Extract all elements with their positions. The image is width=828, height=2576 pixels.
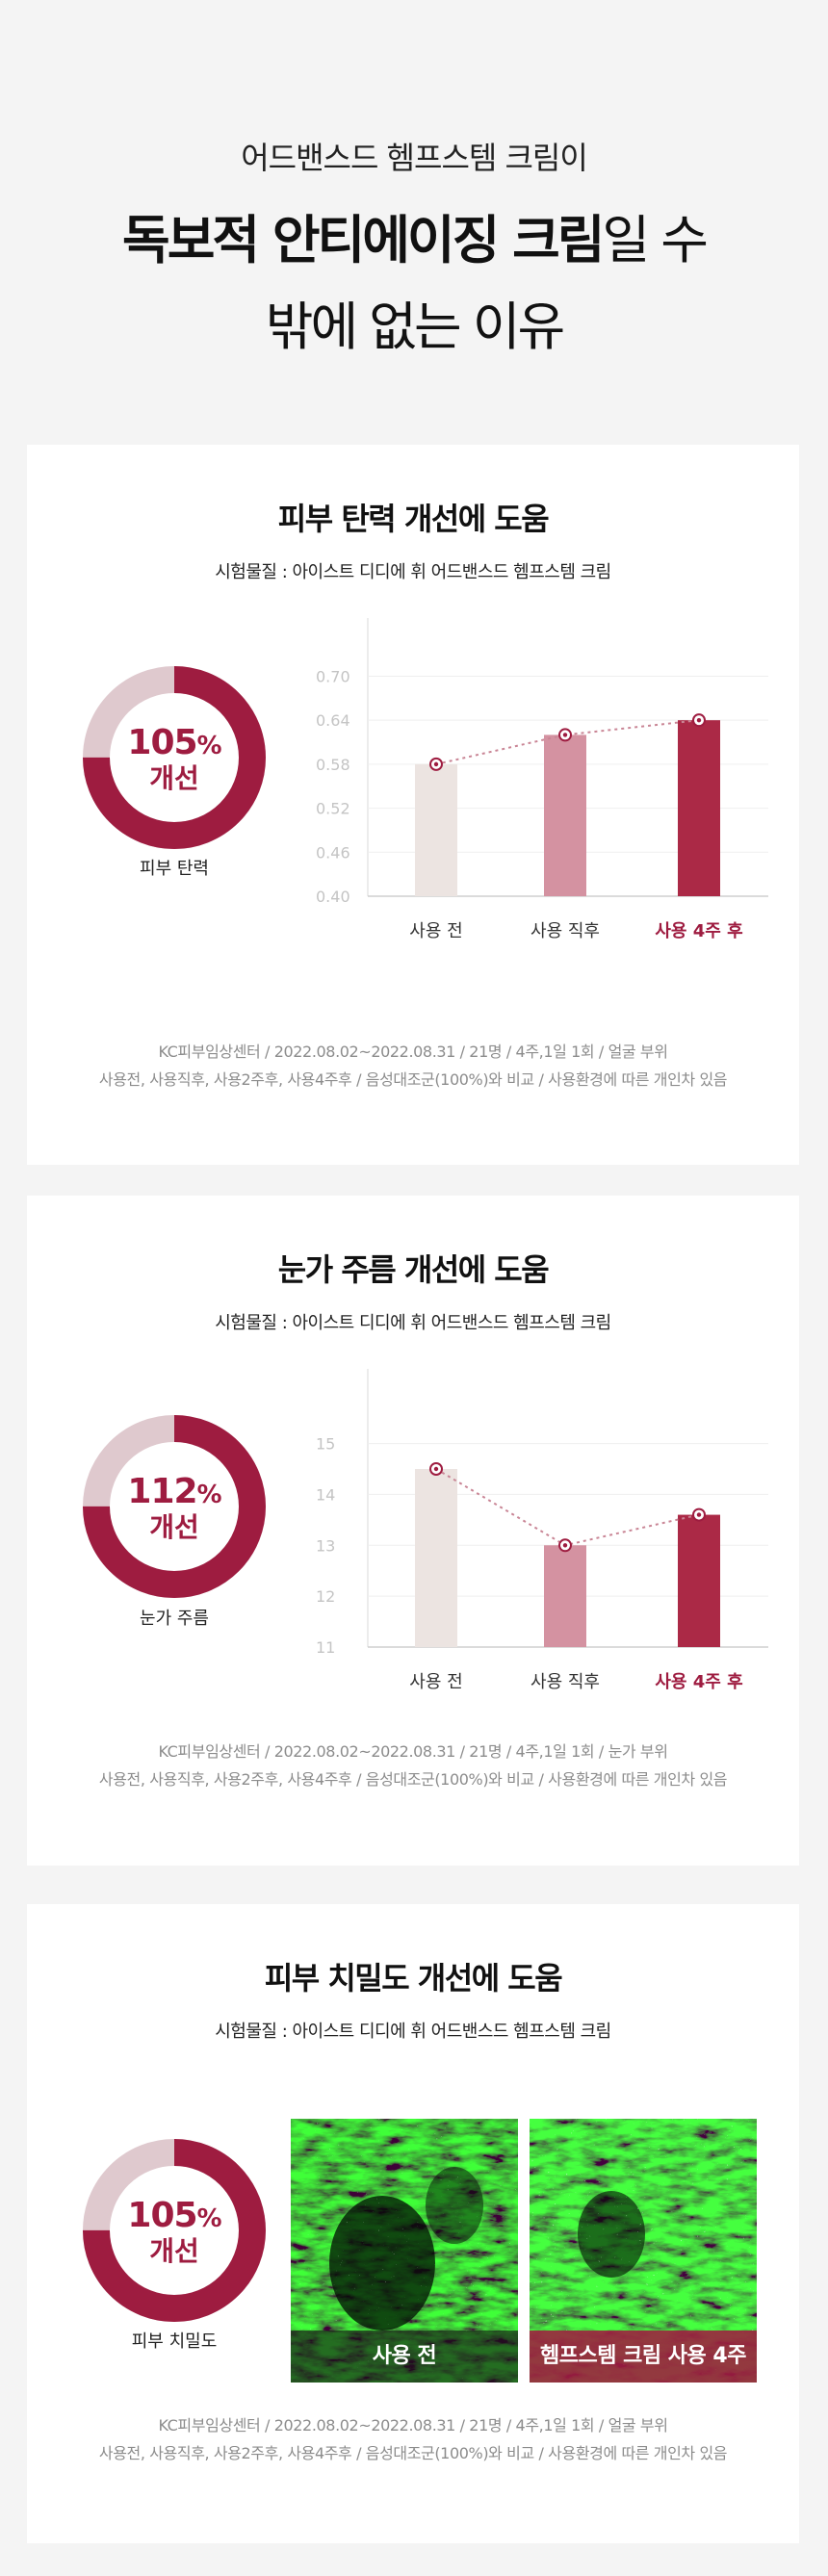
test-subject: 시험물질 : 아이스트 디디에 휘 어드밴스드 헴프스템 크림 — [215, 1313, 611, 1333]
wrinkle-card: 눈가 주름 개선에 도움 시험물질 : 아이스트 디디에 휘 어드밴스드 헴프스… — [27, 1196, 799, 1866]
donut-word: 개선 — [149, 2235, 199, 2267]
donut-fill — [83, 666, 266, 849]
source-line-1: KC피부임상센터 / 2022.08.02~2022.08.31 / 21명 /… — [158, 2416, 668, 2434]
headline-bold: 독보적 안티에이징 크림 — [122, 210, 605, 270]
donut-label: 피부 치밀도 — [131, 2331, 218, 2352]
intro-section: 어드밴스드 헴프스템 크림이 독보적 안티에이징 크림일 수 밖에 없는 이유 — [0, 0, 828, 443]
improvement-donut: 105%개선 — [83, 666, 266, 849]
elasticity-card: 피부 탄력 개선에 도움 시험물질 : 아이스트 디디에 휘 어드밴스드 헴프스… — [27, 445, 799, 1165]
source-line-1: KC피부임상센터 / 2022.08.02~2022.08.31 / 21명 /… — [158, 1043, 668, 1061]
donut-label: 눈가 주름 — [140, 1609, 209, 1629]
bar — [415, 763, 457, 896]
source-line-2: 사용전, 사용직후, 사용2주후, 사용4주후 / 음성대조군(100%)와 비… — [98, 1070, 728, 1089]
source-line-2: 사용전, 사용직후, 사용2주후, 사용4주후 / 음성대조군(100%)와 비… — [98, 2444, 728, 2462]
bar — [678, 1514, 720, 1647]
x-tick-label: 사용 직후 — [530, 921, 600, 941]
y-tick-label: 13 — [316, 1536, 335, 1555]
donut-value: 112% — [127, 1472, 221, 1511]
x-tick-label: 사용 전 — [409, 1672, 462, 1692]
donut-value-unit: % — [197, 732, 222, 760]
y-tick-label: 11 — [316, 1638, 335, 1657]
trend-point-dot — [433, 761, 439, 767]
donut-value-unit: % — [197, 2204, 222, 2233]
intro-lead: 어드밴스드 헴프스템 크림이 — [241, 140, 588, 176]
y-tick-label: 12 — [316, 1587, 335, 1606]
donut-word: 개선 — [149, 762, 199, 794]
donut-fill — [83, 2139, 266, 2322]
y-tick-label: 0.52 — [316, 800, 350, 818]
y-tick-label: 0.40 — [316, 888, 350, 906]
donut-word: 개선 — [149, 1511, 199, 1543]
intro-headline: 독보적 안티에이징 크림일 수 밖에 없는 이유 — [0, 197, 828, 371]
donut-value-number: 105 — [127, 723, 196, 762]
donut-value: 105% — [127, 2196, 221, 2235]
after-skin-image: 헴프스템 크림 사용 4주 — [530, 2119, 757, 2383]
source-note: KC피부임상센터 / 2022.08.02~2022.08.31 / 21명 /… — [27, 1738, 799, 1793]
elasticity-bar-chart: 0.70 0.64 0.58 0.52 0.46 0.40 사용 전 사용 직후 사용 4주 후 — [316, 618, 768, 941]
trend-line — [435, 1468, 700, 1547]
improvement-donut: 112%개선 — [83, 1415, 266, 1598]
density-card: 피부 치밀도 개선에 도움 시험물질 : 아이스트 디디에 휘 어드밴스드 헴프… — [27, 1904, 799, 2543]
x-tick-label: 사용 전 — [409, 921, 462, 941]
y-tick-label: 0.46 — [316, 843, 350, 862]
source-line-2: 사용전, 사용직후, 사용2주후, 사용4주후 / 음성대조군(100%)와 비… — [98, 1770, 728, 1789]
source-note: KC피부임상센터 / 2022.08.02~2022.08.31 / 21명 /… — [27, 2411, 799, 2467]
before-skin-image: 사용 전 — [291, 2119, 518, 2383]
y-tick-label: 0.64 — [316, 711, 350, 730]
source-line-1: KC피부임상센터 / 2022.08.02~2022.08.31 / 21명 /… — [158, 1742, 668, 1761]
donut-label: 피부 탄력 — [140, 859, 209, 879]
y-tick-label: 0.70 — [316, 667, 350, 685]
bar — [544, 1545, 586, 1647]
y-tick-label: 0.58 — [316, 756, 350, 774]
x-tick-label: 사용 4주 후 — [655, 921, 742, 941]
donut-value-number: 112 — [127, 1472, 196, 1511]
trend-point-dot — [562, 1543, 568, 1548]
source-note: KC피부임상센터 / 2022.08.02~2022.08.31 / 21명 /… — [27, 1038, 799, 1094]
section-title: 피부 탄력 개선에 도움 — [277, 501, 550, 537]
bar — [544, 734, 586, 896]
wrinkle-bar-chart: 15 14 13 12 11 사용 전 사용 직후 사용 4주 후 — [316, 1369, 768, 1692]
y-tick-label: 15 — [316, 1435, 335, 1454]
photo-caption: 헴프스템 크림 사용 4주 — [530, 2331, 757, 2383]
headline-line-1: 독보적 안티에이징 크림일 수 — [0, 197, 828, 284]
trend-point-dot — [562, 733, 568, 737]
headline-rest: 일 수 — [602, 210, 709, 270]
photo-caption: 사용 전 — [291, 2331, 518, 2383]
test-subject: 시험물질 : 아이스트 디디에 휘 어드밴스드 헴프스템 크림 — [215, 2022, 611, 2042]
trend-point-dot — [696, 1512, 702, 1517]
x-tick-label: 사용 4주 후 — [655, 1672, 742, 1692]
section-title: 눈가 주름 개선에 도움 — [277, 1251, 550, 1288]
donut-value: 105% — [127, 723, 221, 762]
donut-fill — [83, 1415, 266, 1598]
y-tick-label: 14 — [316, 1485, 335, 1504]
bar — [415, 1469, 457, 1647]
bar — [678, 720, 720, 896]
trend-point-dot — [696, 717, 702, 723]
headline-line-2: 밖에 없는 이유 — [265, 296, 565, 357]
test-subject: 시험물질 : 아이스트 디디에 휘 어드밴스드 헴프스템 크림 — [215, 562, 611, 582]
donut-value-unit: % — [197, 1481, 222, 1509]
trend-point-dot — [433, 1466, 439, 1472]
donut-value-number: 105 — [127, 2196, 196, 2235]
section-title: 피부 치밀도 개선에 도움 — [264, 1960, 563, 1996]
improvement-donut: 105%개선 — [83, 2139, 266, 2322]
x-tick-label: 사용 직후 — [530, 1672, 600, 1692]
